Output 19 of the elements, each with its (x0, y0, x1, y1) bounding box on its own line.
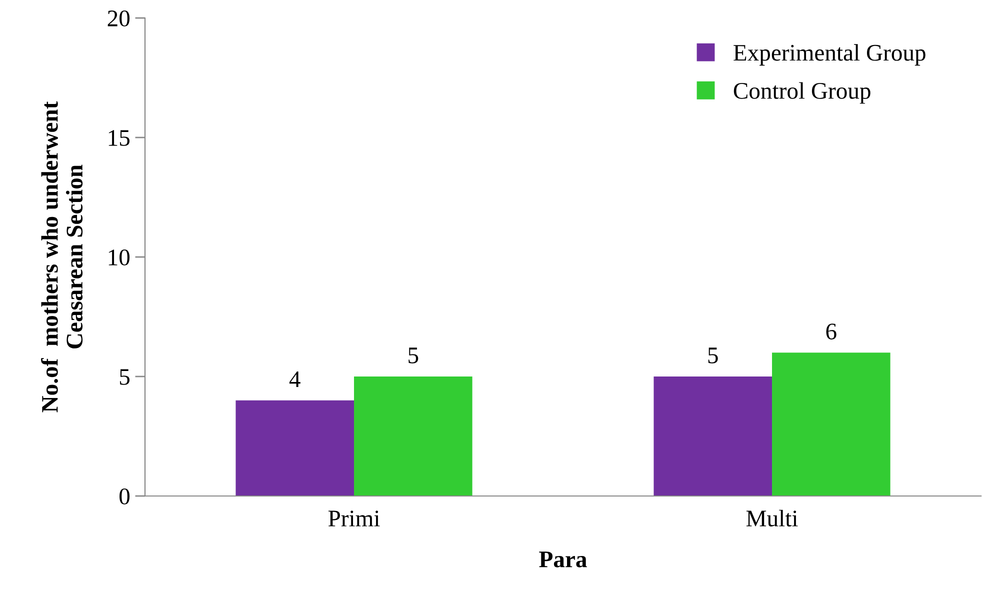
data-label: 5 (708, 348, 718, 364)
y-tick-label: 10 (108, 249, 130, 266)
y-tick-label: 15 (108, 130, 130, 146)
legend-label: Control Group (734, 82, 870, 104)
bar (772, 352, 890, 496)
y-tick-label: 0 (120, 488, 130, 504)
x-tick-label: Primi (328, 510, 380, 526)
y-tick-label: 20 (108, 10, 130, 26)
y-axis-title: No.of mothers who underwent Ceasarean Section (41, 101, 83, 412)
bar (354, 376, 472, 496)
x-tick-label: Multi (746, 510, 798, 527)
legend-label: Experimental Group (734, 44, 926, 66)
x-axis-title: Para (539, 552, 587, 568)
y-tick-label: 5 (120, 369, 130, 385)
bar (236, 400, 354, 496)
data-label: 5 (408, 348, 418, 364)
bar (654, 376, 772, 496)
data-label: 6 (826, 324, 836, 340)
data-label: 4 (289, 371, 300, 388)
